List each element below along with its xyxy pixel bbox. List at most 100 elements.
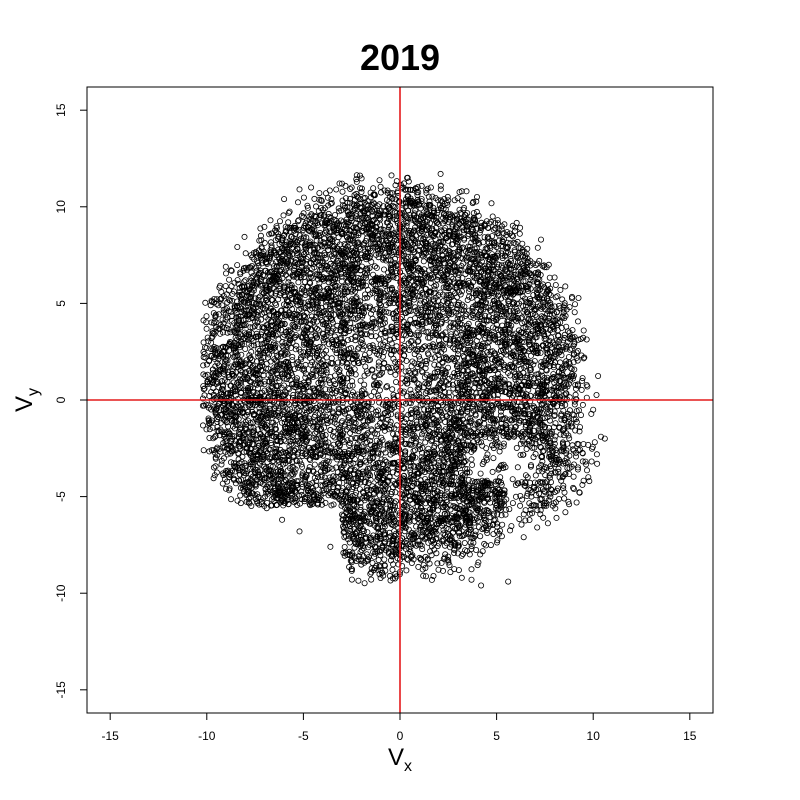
scatter-point: [423, 189, 430, 196]
scatter-point: [219, 480, 226, 487]
scatter-point: [509, 500, 516, 507]
scatter-point: [570, 473, 577, 480]
scatter-point: [530, 454, 537, 461]
scatter-point: [371, 553, 378, 560]
scatter-point: [226, 276, 233, 283]
scatter-point: [571, 309, 578, 316]
scatter-point: [422, 439, 429, 446]
scatter-point: [344, 336, 351, 343]
scatter-point: [584, 467, 591, 474]
scatter-point: [212, 463, 219, 470]
scatter-point: [489, 468, 496, 475]
scatter-point: [477, 226, 484, 233]
scatter-point: [258, 316, 265, 323]
scatter-point: [311, 195, 318, 202]
scatter-point: [490, 531, 497, 538]
scatter-point: [547, 465, 554, 472]
scatter-point: [241, 278, 248, 285]
scatter-point: [447, 356, 454, 363]
scatter-point: [320, 331, 327, 338]
scatter-point: [546, 474, 553, 481]
scatter-point: [468, 543, 475, 550]
scatter-point: [534, 507, 541, 514]
scatter-point: [383, 515, 390, 522]
scatter-point: [234, 262, 241, 269]
scatter-point: [516, 516, 523, 523]
scatter-point: [222, 283, 229, 290]
scatter-point: [562, 360, 569, 367]
scatter-point: [504, 229, 511, 236]
scatter-point: [473, 198, 480, 205]
scatter-point: [355, 577, 362, 584]
scatter-point: [375, 557, 382, 564]
scatter-point: [219, 329, 226, 336]
scatter-point: [517, 365, 524, 372]
scatter-point: [545, 497, 552, 504]
scatter-point: [560, 445, 567, 452]
scatter-point: [200, 362, 207, 369]
scatter-point: [497, 326, 504, 333]
scatter-point: [343, 301, 350, 308]
scatter-point: [222, 263, 229, 270]
scatter-point: [411, 447, 418, 454]
scatter-point: [469, 461, 476, 468]
scatter-point: [361, 493, 368, 500]
scatter-point: [319, 344, 326, 351]
scatter-point: [367, 472, 374, 479]
scatter-point: [465, 320, 472, 327]
scatter-point: [348, 576, 355, 583]
scatter-point: [562, 401, 569, 408]
scatter-point: [565, 354, 572, 361]
scatter-point: [513, 444, 520, 451]
scatter-point: [565, 498, 572, 505]
scatter-point: [484, 451, 491, 458]
scatter-point: [517, 502, 524, 509]
scatter-point: [272, 348, 279, 355]
chart-title: 2019: [360, 37, 440, 78]
scatter-point: [348, 435, 355, 442]
scatter-point: [409, 186, 416, 193]
scatter-point: [500, 432, 507, 439]
scatter-point: [299, 463, 306, 470]
points-layer: [199, 170, 608, 589]
scatter-point: [556, 495, 563, 502]
scatter-point: [222, 270, 229, 277]
scatter-point: [461, 236, 468, 243]
scatter-point: [311, 461, 318, 468]
scatter-point: [353, 172, 360, 179]
scatter-point: [258, 341, 265, 348]
scatter-point: [507, 527, 514, 534]
scatter-point: [376, 177, 383, 184]
scatter-point: [256, 405, 263, 412]
scatter-point: [388, 172, 395, 179]
scatter-point: [254, 385, 261, 392]
scatter-point: [555, 468, 562, 475]
scatter-point: [226, 487, 233, 494]
scatter-point: [298, 461, 305, 468]
scatter-point: [228, 308, 235, 315]
scatter-point: [307, 273, 314, 280]
scatter-point: [203, 313, 210, 320]
scatter-point: [273, 437, 280, 444]
scatter-point: [218, 461, 225, 468]
scatter-point: [464, 296, 471, 303]
scatter-point: [528, 462, 535, 469]
scatter-point: [217, 282, 224, 289]
scatter-point: [280, 212, 287, 219]
scatter-point: [376, 387, 383, 394]
scatter-point: [427, 279, 434, 286]
scatter-point: [477, 533, 484, 540]
scatter-point: [347, 557, 354, 564]
scatter-point: [570, 484, 577, 491]
scatter-point: [455, 351, 462, 358]
scatter-point: [408, 390, 415, 397]
scatter-point: [533, 379, 540, 386]
scatter-point: [499, 521, 506, 528]
scatter-point: [405, 186, 412, 193]
scatter-point: [478, 439, 485, 446]
scatter-point: [312, 203, 319, 210]
scatter-point: [416, 246, 423, 253]
scatter-point: [208, 346, 215, 353]
scatter-point: [420, 258, 427, 265]
